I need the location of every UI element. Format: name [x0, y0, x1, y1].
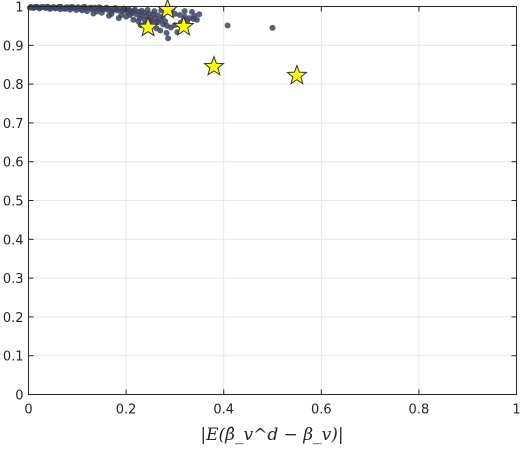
data-point — [196, 11, 203, 18]
data-point — [125, 6, 132, 13]
data-point — [131, 6, 138, 13]
data-point — [49, 4, 56, 11]
data-point — [87, 4, 94, 11]
y-tick-labels: 0 0.1 0.2 0.3 0.4 0.5 0.6 0.7 0.8 0.9 1 — [3, 1, 517, 404]
data-points — [26, 3, 276, 42]
data-point — [171, 10, 178, 17]
data-point — [155, 19, 162, 26]
star-point — [203, 55, 225, 76]
data-point — [176, 12, 183, 19]
data-point — [269, 24, 276, 31]
star-point — [286, 64, 308, 85]
y-tick-label: 0.9 — [3, 39, 24, 54]
data-point — [98, 9, 105, 16]
data-point — [181, 8, 188, 15]
data-point — [165, 35, 172, 42]
data-point — [130, 16, 137, 23]
y-tick-label: 0.1 — [3, 350, 24, 365]
y-tick-label: 0.4 — [3, 233, 24, 248]
x-tick-label: 0.8 — [409, 403, 430, 418]
x-axis-label: |E(β̂_v^d − β_v)| — [200, 425, 343, 445]
star-point — [172, 15, 195, 36]
data-point — [90, 10, 97, 17]
y-tick-label: 0.3 — [3, 272, 24, 287]
y-tick-label: 0.6 — [3, 156, 24, 171]
data-point — [112, 5, 119, 12]
y-tick-label: 0.2 — [3, 311, 24, 326]
data-point — [136, 15, 143, 22]
data-point — [144, 6, 151, 13]
star-points — [137, 0, 308, 85]
x-tick-label: 0 — [24, 403, 32, 418]
data-point — [163, 29, 170, 36]
y-tick-label: 0 — [15, 389, 23, 404]
y-tick-label: 1 — [15, 1, 23, 16]
data-point — [96, 4, 103, 11]
y-tick-label: 0.8 — [3, 78, 24, 93]
star-point — [137, 16, 159, 37]
data-point — [115, 15, 122, 22]
data-point — [190, 15, 197, 22]
data-point — [103, 4, 110, 11]
data-point — [157, 27, 164, 34]
x-tick-label: 0.6 — [311, 403, 332, 418]
grid-lines — [28, 6, 517, 395]
data-point — [224, 22, 231, 29]
data-point — [151, 8, 158, 15]
y-tick-label: 0.7 — [3, 117, 24, 132]
data-point — [138, 7, 145, 14]
data-point — [75, 4, 82, 11]
x-tick-labels: 0 0.2 0.4 0.6 0.8 1 — [24, 6, 521, 418]
x-tick-label: 0.2 — [116, 403, 137, 418]
y-tick-label: 0.5 — [3, 195, 24, 210]
data-point — [127, 12, 134, 19]
data-point — [26, 4, 33, 11]
x-tick-label: 1 — [512, 403, 520, 418]
x-tick-label: 0.4 — [213, 403, 234, 418]
data-point — [63, 4, 70, 11]
data-point — [106, 12, 113, 19]
